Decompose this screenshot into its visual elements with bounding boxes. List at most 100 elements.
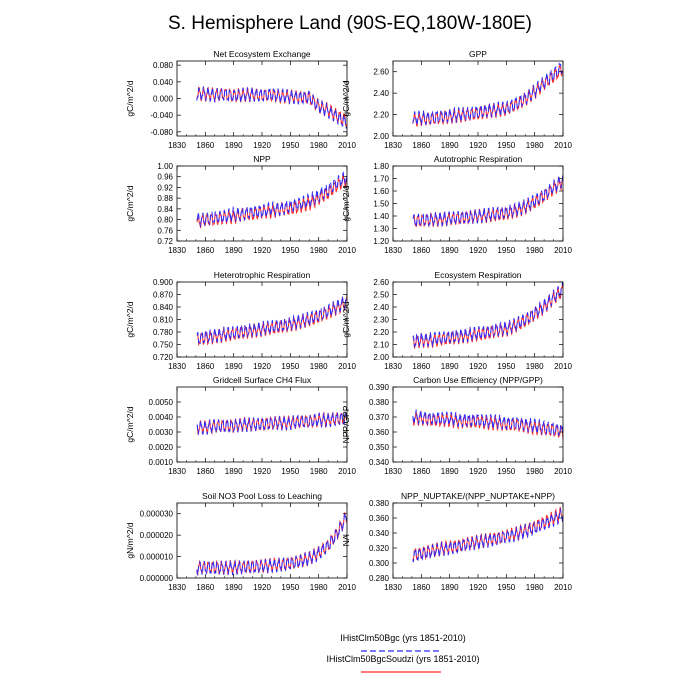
- y-tick-label: 0.72: [157, 237, 173, 246]
- y-tick-label: 0.300: [369, 559, 390, 568]
- x-tick-label: 2010: [554, 362, 572, 371]
- y-tick-label: 2.60: [373, 278, 389, 287]
- x-tick-label: 1950: [497, 362, 515, 371]
- y-tick-label: 0.810: [153, 316, 174, 325]
- panel-title: Heterotrophic Respiration: [214, 270, 311, 280]
- x-tick-label: 1860: [412, 141, 430, 150]
- x-tick-label: 1950: [281, 583, 299, 592]
- y-tick-label: 0.320: [369, 544, 390, 553]
- x-tick-label: 2010: [338, 583, 356, 592]
- y-axis-label: NPP/GPP: [341, 405, 351, 443]
- y-tick-label: 0.380: [369, 398, 390, 407]
- legend-label: IHistClm50BgcSoudzi (yrs 1851-2010): [326, 654, 479, 664]
- y-tick-label: 0.360: [369, 514, 390, 523]
- x-tick-label: 1830: [168, 141, 186, 150]
- x-tick-label: 1920: [253, 583, 271, 592]
- x-tick-label: 1830: [384, 362, 402, 371]
- series-line-ihistclm50bgc: [196, 410, 347, 436]
- x-tick-label: 1860: [412, 362, 430, 371]
- x-tick-label: 1920: [469, 246, 487, 255]
- x-tick-label: 1860: [196, 583, 214, 592]
- y-tick-label: 0.080: [153, 61, 174, 70]
- y-tick-label: 2.30: [373, 316, 389, 325]
- x-tick-label: 1920: [469, 467, 487, 476]
- y-tick-label: 1.00: [157, 162, 173, 171]
- chart-panel-2: GPP 1830 1860 1890 1920 1950 1980 2010 2.00 2.20 2…: [341, 49, 572, 150]
- panel-title: NPP_NUPTAKE/(NPP_NUPTAKE+NPP): [401, 491, 555, 501]
- y-tick-label: 1.60: [373, 187, 389, 196]
- y-tick-label: 1.20: [373, 237, 389, 246]
- series-line-ihistclm50bgc: [196, 293, 347, 345]
- x-tick-label: 1950: [281, 467, 299, 476]
- y-tick-label: 0.0040: [149, 413, 174, 422]
- y-tick-label: 2.40: [373, 89, 389, 98]
- y-tick-label: 1.30: [373, 225, 389, 234]
- y-tick-label: 2.50: [373, 291, 389, 300]
- x-tick-label: 1980: [526, 583, 544, 592]
- x-tick-label: 1950: [281, 246, 299, 255]
- x-tick-label: 1890: [225, 583, 243, 592]
- y-tick-label: 0.80: [157, 216, 173, 225]
- x-tick-label: 2010: [554, 141, 572, 150]
- x-tick-label: 1950: [281, 141, 299, 150]
- y-axis-label: gC/m^2/d: [125, 80, 135, 116]
- y-tick-label: 0.350: [369, 443, 390, 452]
- series-line-ihistclm50bgc: [412, 508, 563, 563]
- y-tick-label: 0.280: [369, 574, 390, 583]
- y-tick-label: 0.92: [157, 183, 173, 192]
- x-tick-label: 2010: [338, 362, 356, 371]
- x-tick-label: 1980: [310, 467, 328, 476]
- y-tick-label: 0.390: [369, 383, 390, 392]
- series-line-ihistclm50bgc: [412, 62, 563, 128]
- y-tick-label: 0.720: [153, 353, 174, 362]
- x-tick-label: 1860: [196, 362, 214, 371]
- y-tick-label: 0.000030: [140, 510, 174, 519]
- x-tick-label: 1830: [384, 583, 402, 592]
- x-tick-label: 2010: [554, 583, 572, 592]
- x-tick-label: 1860: [196, 467, 214, 476]
- y-tick-label: 0.370: [369, 413, 390, 422]
- y-tick-label: 0.84: [157, 205, 173, 214]
- chart-panel-1: Net Ecosystem Exchange 1830 1860 1890 1920 19…: [125, 49, 356, 150]
- x-tick-label: 1920: [253, 246, 271, 255]
- x-tick-label: 1920: [469, 362, 487, 371]
- series-line-ihistclm50bgc: [196, 170, 347, 227]
- x-tick-label: 1830: [384, 246, 402, 255]
- x-tick-label: 1860: [196, 246, 214, 255]
- y-tick-label: -0.080: [150, 128, 173, 137]
- x-tick-label: 1890: [441, 362, 459, 371]
- x-tick-label: 1980: [526, 362, 544, 371]
- panel-title: Ecosystem Respiration: [435, 270, 522, 280]
- legend-label: IHistClm50Bgc (yrs 1851-2010): [340, 633, 466, 643]
- x-tick-label: 1980: [526, 141, 544, 150]
- y-tick-label: 0.040: [153, 78, 174, 87]
- chart-panel-10: NPP_NUPTAKE/(NPP_NUPTAKE+NPP) 1830 1860 189…: [341, 491, 572, 592]
- x-tick-label: 1890: [441, 583, 459, 592]
- x-tick-label: 1830: [168, 362, 186, 371]
- panel-title: Carbon Use Efficiency (NPP/GPP): [413, 375, 543, 385]
- x-tick-label: 1950: [497, 583, 515, 592]
- x-tick-label: 1860: [412, 246, 430, 255]
- y-axis-label: gC/m^2/d: [341, 185, 351, 221]
- x-tick-label: 1830: [168, 583, 186, 592]
- y-tick-label: 2.60: [373, 68, 389, 77]
- panel-title: Net Ecosystem Exchange: [213, 49, 311, 59]
- x-tick-label: 2010: [554, 467, 572, 476]
- chart-panel-7: Gridcell Surface CH4 Flux 1830 1860 1890 192…: [125, 375, 356, 476]
- y-tick-label: 1.40: [373, 212, 389, 221]
- y-tick-label: 0.900: [153, 278, 174, 287]
- x-tick-label: 2010: [554, 246, 572, 255]
- y-tick-label: 0.0050: [149, 398, 174, 407]
- y-tick-label: 0.000020: [140, 531, 174, 540]
- y-tick-label: 0.0030: [149, 428, 174, 437]
- y-axis-label: gN/m^2/d: [125, 522, 135, 558]
- x-tick-label: 1920: [253, 141, 271, 150]
- y-tick-label: 2.00: [373, 132, 389, 141]
- y-tick-label: 0.0010: [149, 458, 174, 467]
- x-tick-label: 1890: [225, 467, 243, 476]
- x-tick-label: 1890: [225, 246, 243, 255]
- y-axis-label: gC/m^2/d: [341, 80, 351, 116]
- x-tick-label: 1830: [168, 246, 186, 255]
- panel-title: Soil NO3 Pool Loss to Leaching: [202, 491, 322, 501]
